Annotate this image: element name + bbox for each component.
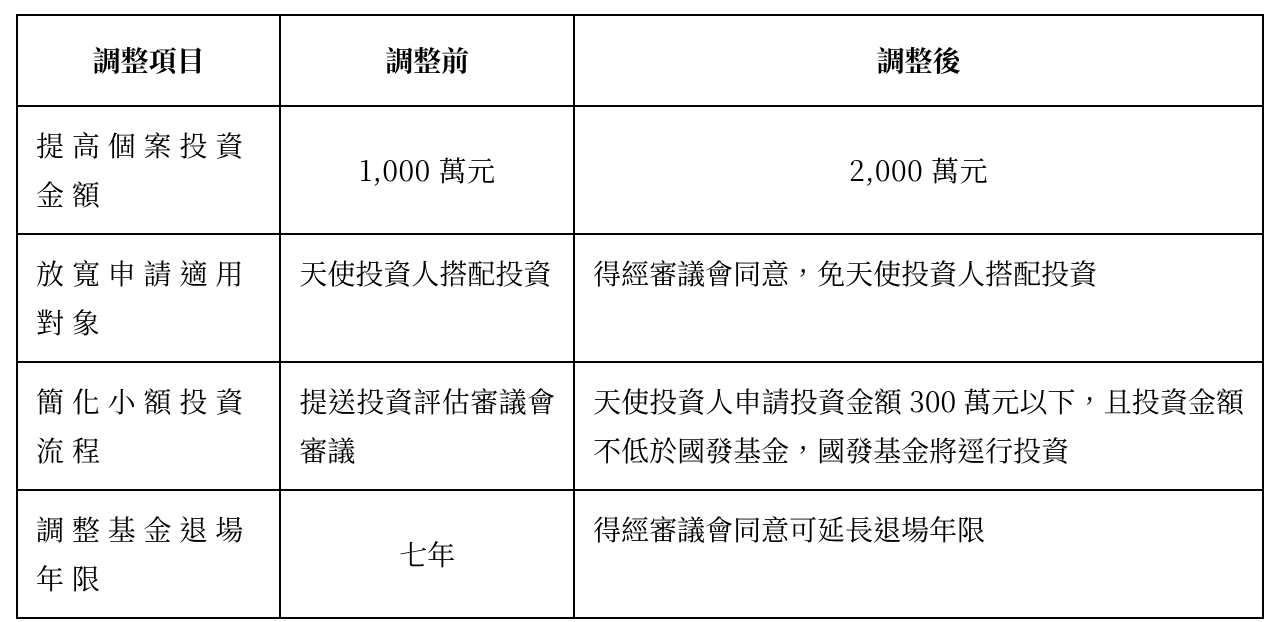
cell-after: 得經審議會同意，免天使投資人搭配投資 [574,234,1263,362]
adjustment-table: 調整項目 調整前 調整後 提高個案投資金額 1,000 萬元 2,000 萬元 … [16,14,1264,619]
cell-item: 放寬申請適用對象 [17,234,280,362]
table-row: 調整基金退場年限 七年 得經審議會同意可延長退場年限 [17,490,1263,618]
cell-after: 2,000 萬元 [574,106,1263,234]
cell-before: 提送投資評估審議會審議 [280,362,574,490]
cell-after: 得經審議會同意可延長退場年限 [574,490,1263,618]
table-header-row: 調整項目 調整前 調整後 [17,15,1263,106]
table-row: 提高個案投資金額 1,000 萬元 2,000 萬元 [17,106,1263,234]
header-after: 調整後 [574,15,1263,106]
header-item: 調整項目 [17,15,280,106]
cell-item: 簡化小額投資流程 [17,362,280,490]
cell-after: 天使投資人申請投資金額 300 萬元以下，且投資金額不低於國發基金，國發基金將逕… [574,362,1263,490]
header-before: 調整前 [280,15,574,106]
table-row: 放寬申請適用對象 天使投資人搭配投資 得經審議會同意，免天使投資人搭配投資 [17,234,1263,362]
cell-before: 天使投資人搭配投資 [280,234,574,362]
cell-item: 調整基金退場年限 [17,490,280,618]
cell-item: 提高個案投資金額 [17,106,280,234]
cell-before: 1,000 萬元 [280,106,574,234]
cell-before: 七年 [280,490,574,618]
table-row: 簡化小額投資流程 提送投資評估審議會審議 天使投資人申請投資金額 300 萬元以… [17,362,1263,490]
